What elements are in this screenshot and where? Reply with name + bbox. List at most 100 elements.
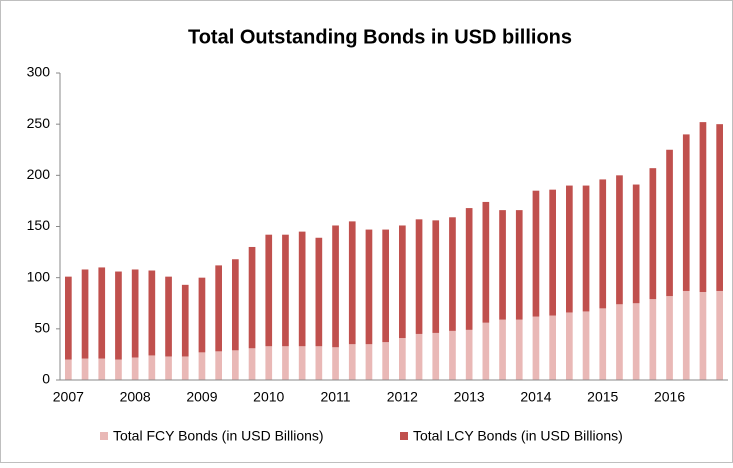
- bar-segment: [332, 225, 339, 348]
- bar-segment: [215, 265, 222, 352]
- x-tick-label: 2008: [120, 389, 151, 405]
- y-tick-label: 250: [27, 115, 51, 131]
- bar-segment: [165, 356, 172, 380]
- bar-segment: [315, 237, 323, 347]
- chart-title: Total Outstanding Bonds in USD billions: [188, 26, 572, 48]
- bar-segment: [248, 348, 256, 380]
- bar-segment: [699, 122, 707, 292]
- bar-segment: [582, 185, 590, 312]
- bar-segment: [649, 299, 657, 380]
- bar-segment: [716, 290, 723, 380]
- bar-segment: [365, 344, 373, 380]
- bar-segment: [666, 149, 673, 297]
- bar-segment: [332, 347, 339, 380]
- bar-segment: [482, 201, 490, 323]
- bar-segment: [148, 270, 156, 356]
- bar-segment: [81, 269, 89, 359]
- bar-segment: [716, 124, 723, 291]
- bar-segment: [649, 168, 657, 300]
- bar-segment: [198, 277, 206, 353]
- bar-segment: [566, 312, 573, 380]
- bar-segment: [131, 269, 139, 358]
- y-tick-label: 150: [27, 217, 51, 233]
- y-tick-label: 300: [27, 64, 51, 80]
- y-tick-label: 0: [42, 371, 50, 387]
- bar-segment: [232, 259, 239, 351]
- bar-segment: [348, 221, 356, 345]
- bar-segment: [499, 319, 506, 380]
- bar-segment: [449, 330, 456, 380]
- legend-swatch: [400, 432, 408, 440]
- bar-segment: [566, 185, 573, 313]
- bar-segment: [315, 346, 323, 380]
- bar-segment: [65, 359, 72, 380]
- bar-segment: [98, 358, 106, 380]
- x-tick-label: 2015: [587, 389, 618, 405]
- bar-segment: [348, 344, 356, 380]
- bar-segment: [365, 229, 373, 345]
- bar-segment: [232, 350, 239, 380]
- bar-segment: [699, 291, 707, 380]
- bar-segment: [616, 304, 623, 380]
- bar-segment: [632, 184, 640, 304]
- bar-segment: [432, 220, 440, 333]
- y-tick-label: 200: [27, 166, 51, 182]
- x-tick-label: 2009: [186, 389, 217, 405]
- x-tick-label: 2007: [53, 389, 84, 405]
- bar-segment: [666, 296, 673, 380]
- bar-segment: [515, 210, 523, 320]
- bar-segment: [65, 276, 72, 360]
- x-tick-label: 2014: [520, 389, 551, 405]
- legend-label: Total FCY Bonds (in USD Billions): [113, 428, 324, 444]
- bar-segment: [215, 351, 222, 380]
- bar-segment: [131, 357, 139, 380]
- bar-segment: [432, 332, 440, 380]
- bar-segment: [515, 319, 523, 380]
- bar-segment: [298, 231, 306, 347]
- bar-segment: [499, 210, 506, 320]
- bar-segment: [198, 352, 206, 380]
- bar-segment: [549, 189, 556, 316]
- bar-segment: [248, 246, 256, 349]
- bar-segment: [265, 234, 273, 347]
- bar-segment: [98, 267, 106, 359]
- bar-segment: [415, 219, 423, 334]
- bar-segment: [549, 315, 556, 380]
- bar-segment: [616, 175, 623, 305]
- bar-segment: [382, 229, 389, 343]
- bar-segment: [181, 284, 189, 357]
- bar-segment: [81, 358, 89, 380]
- x-tick-label: 2012: [387, 389, 418, 405]
- x-tick-label: 2013: [454, 389, 485, 405]
- bar-segment: [115, 359, 122, 380]
- legend-label: Total LCY Bonds (in USD Billions): [413, 428, 623, 444]
- bar-segment: [282, 234, 289, 347]
- bar-segment: [399, 338, 406, 380]
- bar-segment: [465, 329, 473, 380]
- bar-segment: [382, 342, 389, 380]
- legend-swatch: [100, 432, 108, 440]
- bar-segment: [298, 346, 306, 380]
- bar-segment: [181, 356, 189, 380]
- bar-segment: [465, 208, 473, 330]
- bar-segment: [265, 346, 273, 380]
- bar-segment: [399, 225, 406, 339]
- bar-segment: [532, 316, 540, 380]
- bar-segment: [482, 322, 490, 380]
- bar-segment: [282, 346, 289, 380]
- bar-segment: [449, 217, 456, 331]
- bar-segment: [599, 308, 607, 380]
- bar-segment: [582, 311, 590, 380]
- bar-segment: [165, 276, 172, 357]
- x-tick-label: 2011: [320, 389, 350, 405]
- y-tick-label: 50: [34, 320, 50, 336]
- bar-segment: [415, 333, 423, 380]
- bar-segment: [532, 190, 540, 317]
- bar-segment: [148, 355, 156, 380]
- bar-segment: [632, 303, 640, 380]
- x-tick-label: 2010: [253, 389, 284, 405]
- y-tick-label: 100: [27, 268, 51, 284]
- bar-segment: [115, 271, 122, 360]
- bar-segment: [599, 179, 607, 309]
